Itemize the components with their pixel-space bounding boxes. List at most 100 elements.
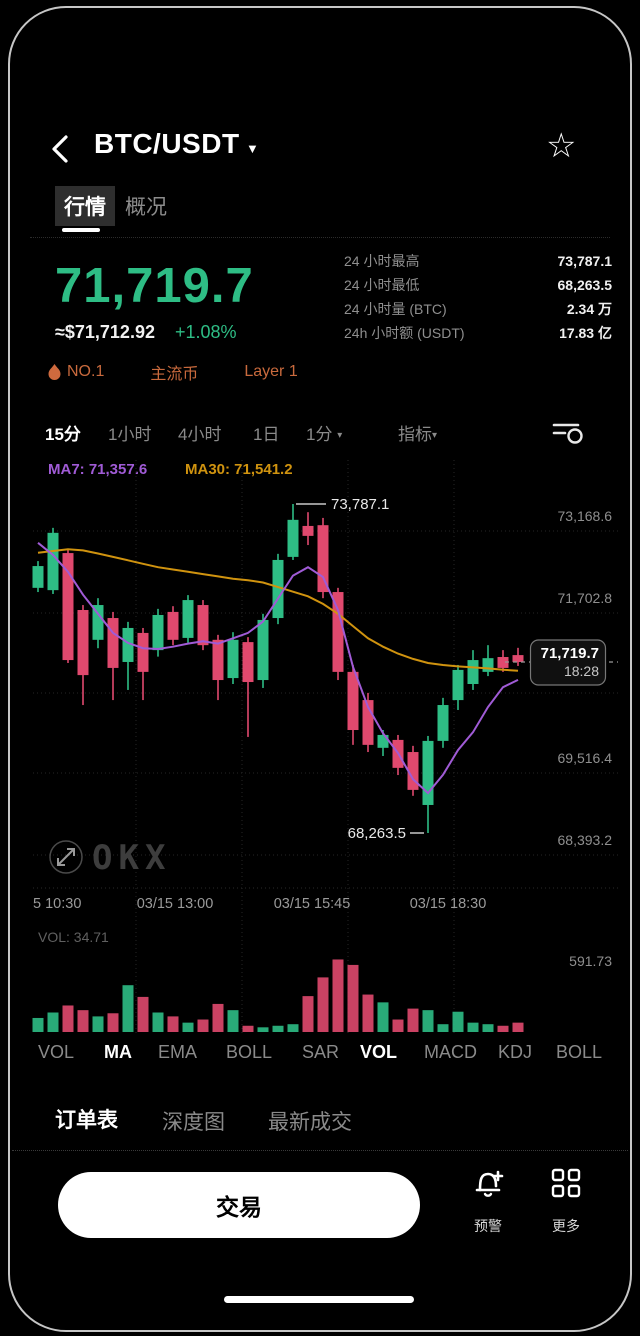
tab-quotes[interactable]: 行情 [55,186,115,226]
y-axis-label: 68,393.2 [558,832,613,848]
stats-panel: 24 小时最高 73,787.1 24 小时最低 68,263.5 24 小时量… [344,254,612,350]
x-axis-label: 03/15 15:45 [274,896,351,912]
expand-icon [49,840,83,874]
ind-boll2[interactable]: BOLL [556,1042,603,1062]
candle-body [362,700,374,745]
favorite-star-icon[interactable]: ☆ [546,127,577,165]
volume-bar [377,1002,389,1032]
ind-boll[interactable]: BOLL [226,1042,273,1062]
stat-row-volume: 24 小时量 (BTC) 2.34 万 [344,302,612,317]
candle-body [497,657,509,668]
tf-15m[interactable]: 15分 [45,425,81,444]
tag-layer1[interactable]: Layer 1 [244,363,298,380]
pair-title[interactable]: BTC/USDT [94,128,240,159]
x-axis-label: 03/15 18:30 [410,896,487,912]
tf-more-dropdown[interactable]: 1分 ▾ [306,420,342,445]
rank-badge[interactable]: NO.1 [67,363,105,380]
volume-bar [242,1025,254,1032]
volume-bar [212,1003,224,1032]
volume-bar [392,1019,404,1032]
x-axis-label: 03/15 13:00 [137,896,214,912]
volume-bar [512,1022,524,1032]
more-grid-icon[interactable] [551,1168,581,1198]
chart-settings-icon[interactable] [552,420,586,446]
last-price-value: 71,719.7 [541,645,599,662]
volume-bar [122,985,134,1032]
ma7-legend: MA7: 71,357.6 [48,461,148,478]
tab-orderbook[interactable]: 订单表 [55,1109,118,1132]
volume-bar [272,1025,284,1032]
ma30-line [37,548,519,672]
candle-body [32,566,44,588]
ind-macd[interactable]: MACD [424,1042,477,1062]
candle-body [407,752,419,790]
candle-body [452,669,464,701]
alert-bell-icon[interactable] [470,1164,506,1200]
badge-row: NO.1 主流币 Layer 1 [48,360,298,384]
tab-depth[interactable]: 深度图 [162,1111,225,1134]
price-sub-row: ≈$71,712.92 +1.08% [55,322,237,343]
indicator-label: 指标 [398,425,432,444]
candle-body [287,519,299,557]
candle-body [302,525,314,536]
candle-body [377,734,389,748]
ind-vol-sub[interactable]: VOL [360,1042,398,1062]
candle-body [137,632,149,672]
pair-caret-icon[interactable]: ▼ [246,141,259,156]
candle-body [167,611,179,640]
chevron-down-icon: ▾ [337,430,343,441]
volume-bar [362,994,374,1032]
candle-body [197,605,209,646]
more-label[interactable]: 更多 [552,1218,580,1234]
volume-bar [347,964,359,1032]
y-axis-label: 71,702.8 [558,590,613,606]
candle-body [227,639,239,679]
home-indicator [224,1296,414,1303]
stat-label: 24 小时最低 [344,277,420,293]
ind-ma[interactable]: MA [104,1042,132,1062]
volume-bar [317,977,329,1032]
expand-icon [57,848,75,866]
ind-vol-main[interactable]: VOL [38,1042,75,1062]
ind-ema[interactable]: EMA [158,1042,198,1062]
volume-bar [77,1010,89,1032]
tab-overview[interactable]: 概况 [125,196,167,219]
y-axis-label: 69,516.4 [558,750,613,766]
volume-bar [467,1022,479,1032]
ind-sar[interactable]: SAR [302,1042,340,1062]
alert-label[interactable]: 预警 [474,1218,502,1234]
volume-bar [407,1008,419,1032]
volume-max-label: 591.73 [569,953,612,969]
y-axis-label: 73,168.6 [558,508,613,524]
tf-1d[interactable]: 1日 [253,425,280,444]
candle-body [512,655,524,662]
last-price-time: 18:28 [564,663,599,679]
volume-bar [92,1016,104,1032]
candle-body [467,660,479,685]
high-annotation: 73,787.1 [331,496,389,513]
volume-bar [452,1011,464,1032]
tf-1h[interactable]: 1小时 [108,425,152,444]
volume-bar [497,1025,509,1032]
last-price: 71,719.7 [55,259,254,313]
trade-button[interactable]: 交易 [58,1172,420,1238]
volume-bar [47,1012,59,1032]
volume-bar [437,1024,449,1032]
indicator-dropdown[interactable]: 指标▾ [398,420,437,445]
tag-mainstream[interactable]: 主流币 [150,366,199,383]
volume-bar [32,1017,44,1032]
stat-label: 24h 小时额 (USDT) [344,325,465,341]
candle-body [482,658,494,672]
ind-kdj[interactable]: KDJ [498,1042,533,1062]
orderbook-separator [12,1150,628,1151]
candle-body [122,627,134,662]
back-icon[interactable] [50,134,72,164]
tf-4h[interactable]: 4小时 [178,425,222,444]
volume-bar [287,1024,299,1032]
fiat-approx: ≈$71,712.92 [55,322,155,342]
ma7-line [37,542,519,795]
tf-more-label: 1分 [306,425,333,444]
tab-trades[interactable]: 最新成交 [268,1111,352,1134]
tab-quotes-underline [62,228,100,232]
